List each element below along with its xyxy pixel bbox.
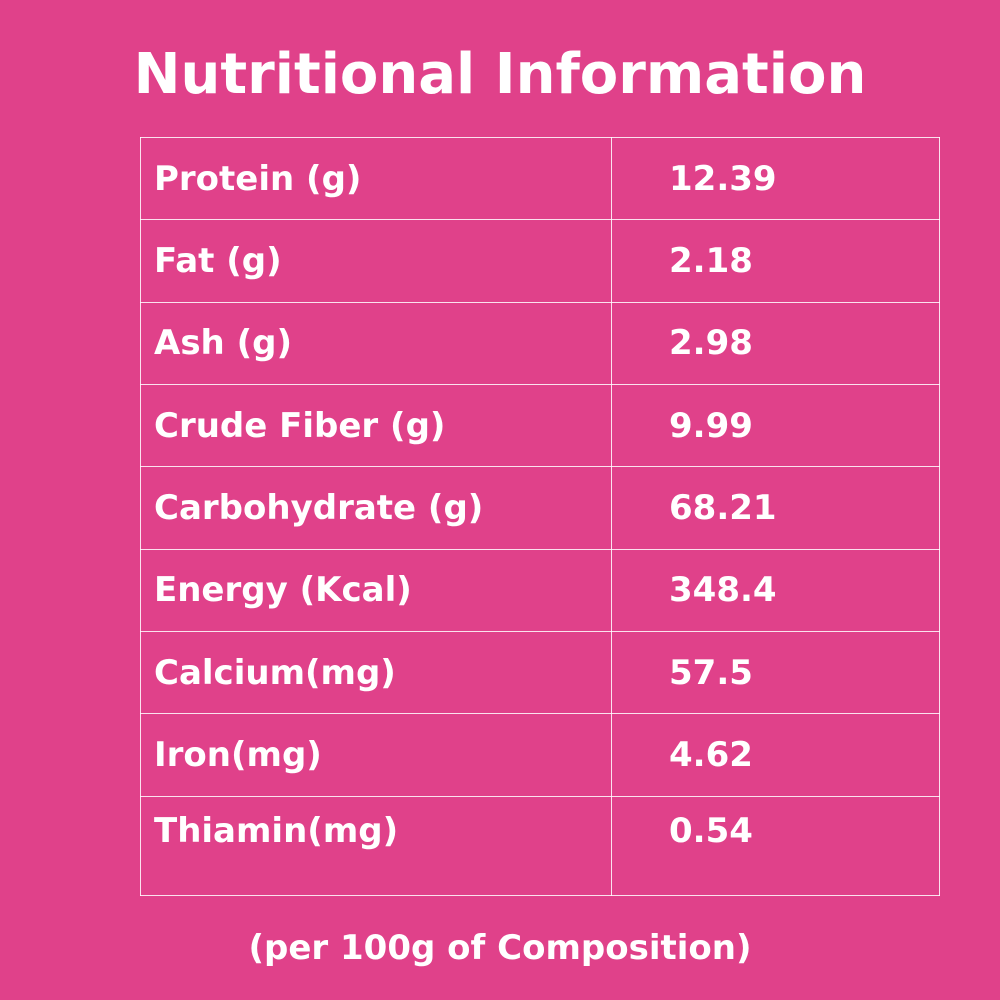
nutrient-label: Iron(mg) bbox=[140, 713, 612, 797]
nutrition-table: Protein (g) 12.39 Fat (g) 2.18 Ash (g) 2… bbox=[140, 136, 940, 896]
nutrient-label: Ash (g) bbox=[140, 301, 612, 385]
nutrient-value: 57.5 bbox=[611, 630, 940, 715]
nutrient-label: Fat (g) bbox=[140, 219, 612, 303]
nutrient-label: Crude Fiber (g) bbox=[140, 383, 612, 468]
table-row: Protein (g) 12.39 bbox=[140, 136, 940, 221]
nutrient-label: Energy (Kcal) bbox=[140, 548, 612, 632]
nutrient-value: 12.39 bbox=[611, 136, 940, 221]
nutrient-label: Calcium(mg) bbox=[140, 630, 612, 715]
table-row: Carbohydrate (g) 68.21 bbox=[140, 466, 940, 550]
nutrient-value: 348.4 bbox=[611, 548, 940, 632]
nutrient-value: 2.18 bbox=[611, 219, 940, 303]
nutrient-label: Carbohydrate (g) bbox=[140, 466, 612, 550]
nutrient-value: 0.54 bbox=[611, 795, 940, 896]
nutrient-value: 2.98 bbox=[611, 301, 940, 385]
footnote: (per 100g of Composition) bbox=[248, 928, 752, 968]
nutrient-value: 4.62 bbox=[611, 713, 940, 797]
nutrient-value: 68.21 bbox=[611, 466, 940, 550]
table-row: Ash (g) 2.98 bbox=[140, 301, 940, 385]
table-row: Crude Fiber (g) 9.99 bbox=[140, 383, 940, 468]
page-title: Nutritional Information bbox=[133, 42, 867, 107]
table-row: Thiamin(mg) 0.54 bbox=[140, 795, 940, 896]
table-row: Calcium(mg) 57.5 bbox=[140, 630, 940, 715]
table-row: Energy (Kcal) 348.4 bbox=[140, 548, 940, 632]
table-row: Iron(mg) 4.62 bbox=[140, 713, 940, 797]
nutrient-value: 9.99 bbox=[611, 383, 940, 468]
nutrient-label: Thiamin(mg) bbox=[140, 795, 612, 896]
table-row: Fat (g) 2.18 bbox=[140, 219, 940, 303]
nutrient-label: Protein (g) bbox=[140, 136, 612, 221]
